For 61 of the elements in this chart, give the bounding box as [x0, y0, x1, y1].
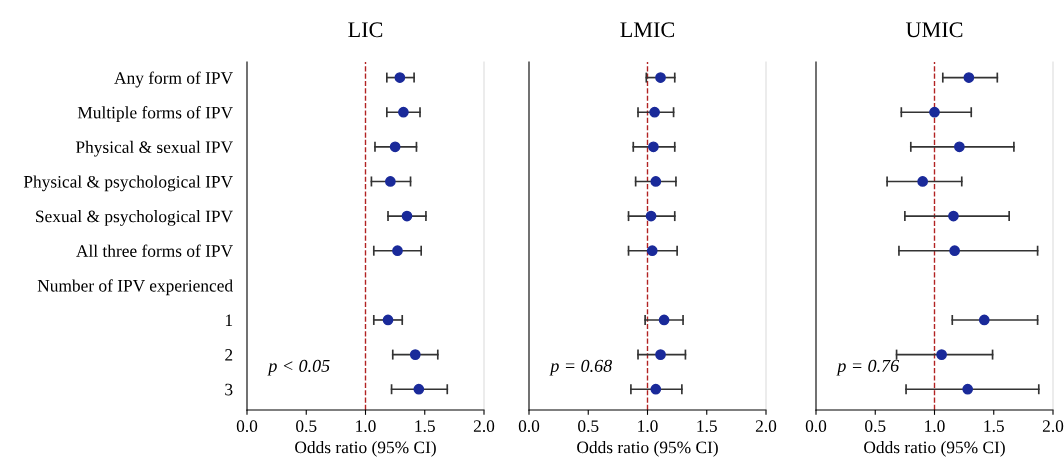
point	[389, 141, 401, 153]
x-tick-label: 0.5	[578, 420, 599, 433]
point	[962, 383, 974, 395]
point	[382, 314, 394, 326]
point	[398, 106, 409, 118]
point	[392, 245, 403, 257]
point	[646, 245, 658, 257]
y-tick-label: 2	[225, 349, 233, 361]
x-tick-label: 0.5	[296, 420, 317, 433]
point	[917, 176, 929, 187]
y-tick-label: Sexual & psychological IPV	[36, 210, 233, 226]
x-tick-label: 2.0	[473, 420, 495, 433]
point	[936, 349, 947, 360]
point	[645, 210, 657, 222]
point	[949, 245, 960, 257]
point	[655, 349, 666, 360]
x-axis-title: Odds ratio (95% CI)	[295, 441, 436, 457]
x-tick-label: 2.0	[1042, 420, 1064, 433]
x-tick-label: 0.0	[236, 420, 258, 433]
x-axis-title: Odds ratio (95% CI)	[864, 441, 1005, 457]
point	[963, 72, 975, 83]
x-tick-label: 0.5	[865, 420, 886, 433]
x-tick-label: 1.5	[697, 420, 717, 433]
point	[385, 176, 396, 187]
point	[929, 106, 940, 118]
y-tick-label: Physical & sexual IPV	[75, 140, 233, 157]
y-tick-label: Multiple forms of IPV	[77, 106, 233, 123]
y-tick-label: Physical & psychological IPV	[23, 175, 233, 192]
x-tick-label: 0.0	[805, 420, 827, 433]
chart-title: LIC	[348, 22, 383, 38]
annotation: p = 0.68	[549, 359, 612, 376]
point	[401, 210, 413, 222]
y-tick-label: Number of IPV experienced	[37, 279, 233, 296]
x-tick-label: 1.0	[356, 420, 376, 433]
y-tick-label: 1	[225, 314, 233, 326]
point	[650, 176, 662, 187]
point	[649, 106, 660, 118]
annotation: p < 0.05	[267, 359, 330, 376]
y-tick-label: All three forms of IPV	[76, 244, 233, 257]
x-tick-label: 0.0	[518, 420, 540, 433]
annotation: p = 0.76	[836, 359, 900, 376]
point	[658, 314, 670, 326]
y-tick-label: 3	[225, 383, 233, 396]
point	[655, 72, 666, 83]
x-tick-label: 1.0	[638, 420, 658, 433]
chart-title: UMIC	[905, 22, 963, 38]
point	[409, 349, 421, 360]
x-tick-label: 1.0	[925, 420, 945, 433]
x-tick-label: 2.0	[755, 420, 777, 433]
point	[948, 210, 959, 222]
x-axis-title: Odds ratio (95% CI)	[577, 441, 718, 457]
point	[978, 314, 990, 326]
point	[394, 72, 406, 83]
point	[650, 383, 662, 395]
point	[648, 141, 659, 153]
chart-title: LMIC	[620, 22, 675, 38]
point	[954, 141, 965, 153]
x-tick-label: 1.5	[984, 420, 1004, 433]
point	[413, 383, 425, 395]
x-tick-label: 1.5	[415, 420, 435, 433]
y-tick-label: Any form of IPV	[114, 71, 233, 88]
